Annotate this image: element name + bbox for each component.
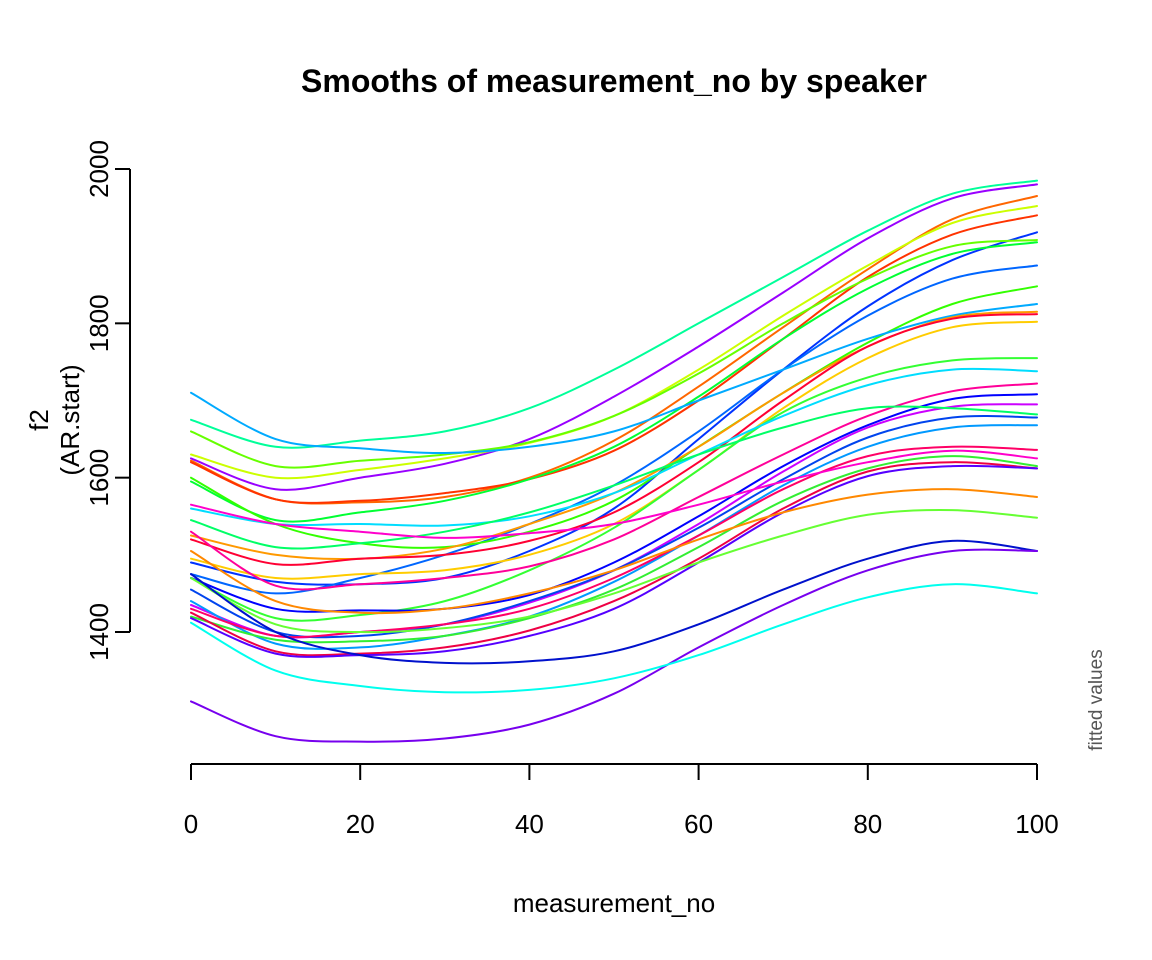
y-axis-label-line1: f2: [24, 409, 54, 431]
series-line: [190, 548, 1038, 743]
series-line: [190, 214, 1038, 504]
x-tick-label: 20: [346, 809, 375, 839]
y-axis-label-line2: (AR.start): [55, 364, 85, 475]
series-line: [190, 508, 1038, 634]
series-line: [190, 488, 1038, 615]
series-line: [190, 449, 1038, 539]
series-line: [190, 313, 1038, 566]
series-line: [190, 357, 1038, 622]
x-tick-label: 40: [515, 809, 544, 839]
y-tick-label: 1600: [84, 449, 114, 507]
series-line: [190, 461, 1038, 657]
series-line: [190, 239, 1038, 469]
series-line: [190, 205, 1038, 480]
x-ticks: 0 20 40 60 80 100: [184, 764, 1059, 839]
series-line: [190, 455, 1038, 644]
series-line: [190, 403, 1038, 639]
series-line: [190, 179, 1038, 449]
x-tick-label: 80: [853, 809, 882, 839]
series-line: [190, 367, 1038, 527]
y-tick-label: 2000: [84, 140, 114, 198]
series-line: [190, 183, 1038, 491]
series-line: [190, 464, 1038, 658]
y-tick-label: 1800: [84, 294, 114, 352]
x-tick-label: 0: [184, 809, 198, 839]
series-line: [190, 424, 1038, 650]
fitted-values-note: fitted values: [1086, 649, 1107, 750]
series-line: [190, 539, 1038, 665]
series-line: [190, 264, 1038, 595]
series-line: [190, 405, 1038, 550]
series-line: [190, 445, 1038, 639]
y-tick-label: 1400: [84, 603, 114, 661]
series-line: [190, 195, 1038, 505]
y-axis-label: f2 (AR.start): [24, 364, 85, 475]
x-axis-label: measurement_no: [513, 888, 715, 918]
series-line: [190, 241, 1038, 523]
x-tick-label: 100: [1015, 809, 1058, 839]
y-ticks: 1400 1600 1800 2000: [84, 140, 130, 661]
x-tick-label: 60: [684, 809, 713, 839]
chart-title: Smooths of measurement_no by speaker: [301, 63, 927, 99]
series-line: [190, 303, 1038, 455]
series-line: [190, 231, 1038, 586]
plot-area: [190, 179, 1038, 743]
series-line: [190, 583, 1038, 694]
